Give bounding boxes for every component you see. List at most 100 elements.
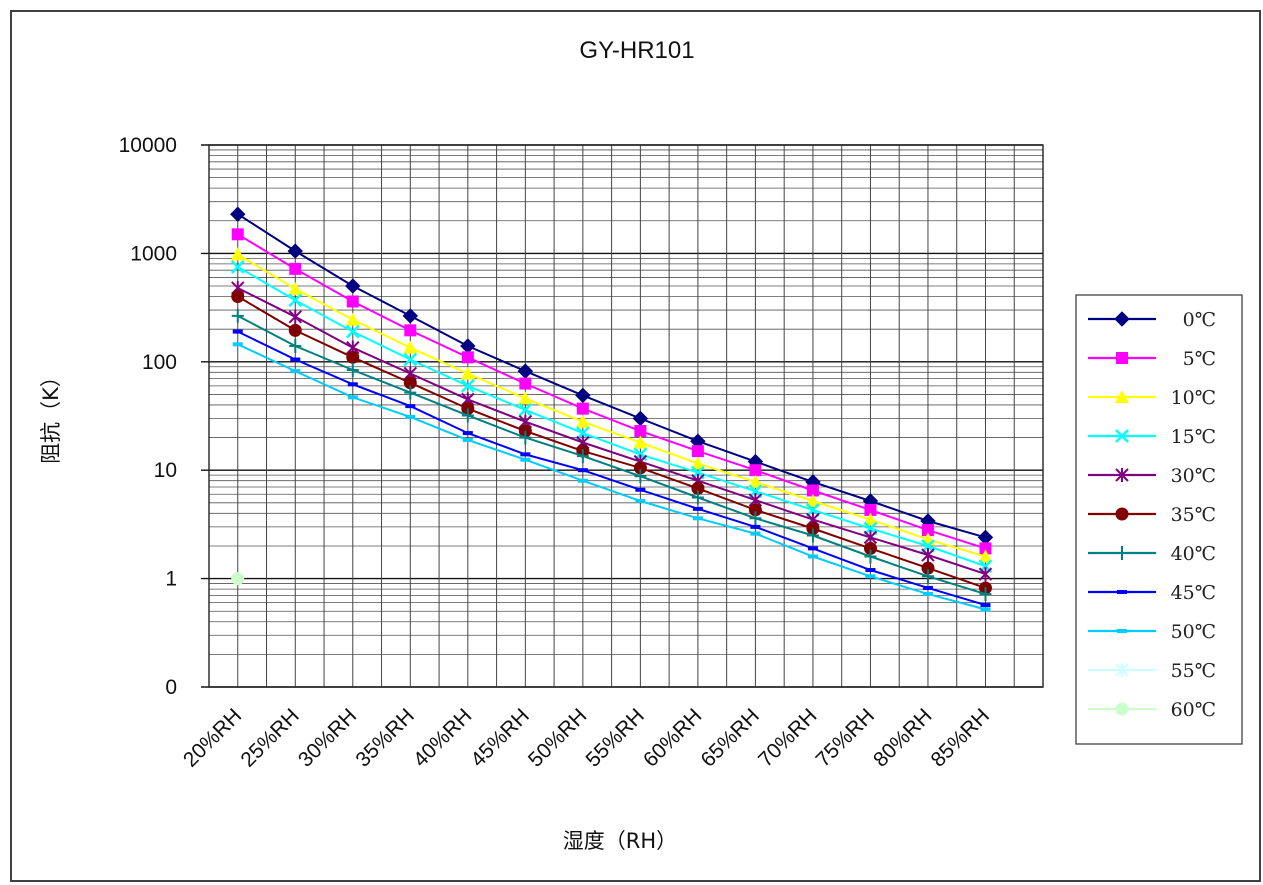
data-point [231, 290, 245, 304]
data-point [289, 338, 302, 353]
data-point [978, 549, 993, 563]
legend-marker [1116, 352, 1128, 364]
series-6 [231, 308, 992, 602]
data-point [921, 524, 934, 537]
data-point [230, 206, 246, 222]
data-point [750, 531, 761, 536]
chart-title: GY-HR101 [579, 37, 694, 64]
data-point [346, 350, 360, 364]
data-point [230, 247, 245, 261]
data-point [288, 323, 302, 337]
y-tick-label: 100 [142, 351, 177, 374]
data-point [750, 524, 761, 529]
y-axis-label: 阻抗（K） [39, 366, 63, 464]
data-point [634, 469, 647, 484]
series-1 [231, 228, 992, 555]
data-point [577, 478, 588, 483]
legend-label: 50℃ [1171, 621, 1216, 643]
data-point [575, 387, 591, 404]
series-7 [232, 329, 991, 608]
data-point [921, 548, 935, 563]
x-tick-label: 20%RH [179, 704, 246, 771]
series-group [230, 206, 994, 612]
x-tick-label: 50%RH [524, 704, 591, 771]
x-tick-label: 85%RH [927, 704, 994, 771]
y-tick-label: 1000 [130, 242, 177, 265]
series-line [237, 315, 986, 596]
data-point [865, 574, 876, 579]
x-tick-label: 60%RH [639, 704, 706, 771]
x-tick-label: 55%RH [581, 704, 648, 771]
data-point [978, 567, 993, 582]
data-point [287, 243, 303, 259]
legend-label: 30℃ [1171, 465, 1216, 487]
data-point [806, 503, 820, 517]
series-line [237, 213, 986, 539]
series-line [237, 266, 986, 568]
y-tick-label: 10 [154, 459, 177, 482]
data-point [806, 528, 819, 543]
data-point [921, 561, 935, 575]
data-point [345, 278, 361, 294]
legend-marker [1115, 507, 1129, 521]
legend-label: 5℃ [1183, 348, 1216, 370]
data-point [345, 324, 360, 339]
axes [208, 144, 1044, 688]
data-point [288, 309, 302, 324]
legend-label: 55℃ [1171, 660, 1216, 682]
data-point [749, 511, 762, 526]
legend-label: 15℃ [1171, 426, 1216, 448]
x-tick-label: 25%RH [236, 704, 303, 771]
data-point [347, 395, 358, 400]
data-point [517, 363, 534, 379]
data-point [864, 503, 877, 516]
legend-marker [1115, 663, 1129, 677]
series-8 [232, 342, 991, 612]
legend-marker [1115, 390, 1129, 403]
data-point [460, 366, 475, 380]
legend-label: 10℃ [1171, 387, 1216, 409]
series-line [237, 287, 986, 576]
plot-area-border [208, 144, 1044, 688]
data-point [405, 414, 416, 419]
data-point [863, 541, 877, 555]
data-point [231, 572, 245, 586]
data-point [232, 342, 243, 347]
data-point [346, 363, 359, 378]
data-point [347, 382, 358, 387]
data-point [865, 568, 876, 573]
data-point [806, 484, 819, 497]
data-point [690, 456, 705, 470]
data-point [231, 228, 244, 241]
data-point [922, 592, 933, 597]
series-line [237, 295, 986, 589]
data-point [576, 402, 589, 415]
major-gridlines [201, 144, 1044, 688]
series-line [237, 253, 986, 558]
data-point [519, 377, 532, 390]
data-point [519, 430, 532, 445]
data-point [575, 426, 590, 440]
data-point [461, 408, 474, 423]
legend-marker [1115, 468, 1129, 482]
legend-label: 60℃ [1171, 699, 1216, 721]
data-point [404, 385, 417, 400]
x-axis-label: 湿度（RH） [563, 829, 677, 853]
x-tick-label: 45%RH [466, 704, 533, 771]
data-point [520, 452, 531, 457]
data-point [980, 607, 991, 612]
data-point [288, 293, 303, 308]
legend-marker [1117, 629, 1127, 633]
data-point [404, 324, 417, 337]
y-tick-label: 0 [165, 676, 177, 699]
y-tick-label: 1 [165, 568, 177, 591]
x-tick-labels: 20%RH25%RH30%RH35%RH40%RH45%RH50%RH55%RH… [179, 704, 994, 771]
legend-marker [1117, 590, 1127, 594]
legend-label: 45℃ [1171, 582, 1216, 604]
x-tick-label: 30%RH [294, 704, 361, 771]
data-point [691, 445, 704, 458]
data-point [346, 295, 359, 308]
legend-marker [1114, 311, 1130, 327]
